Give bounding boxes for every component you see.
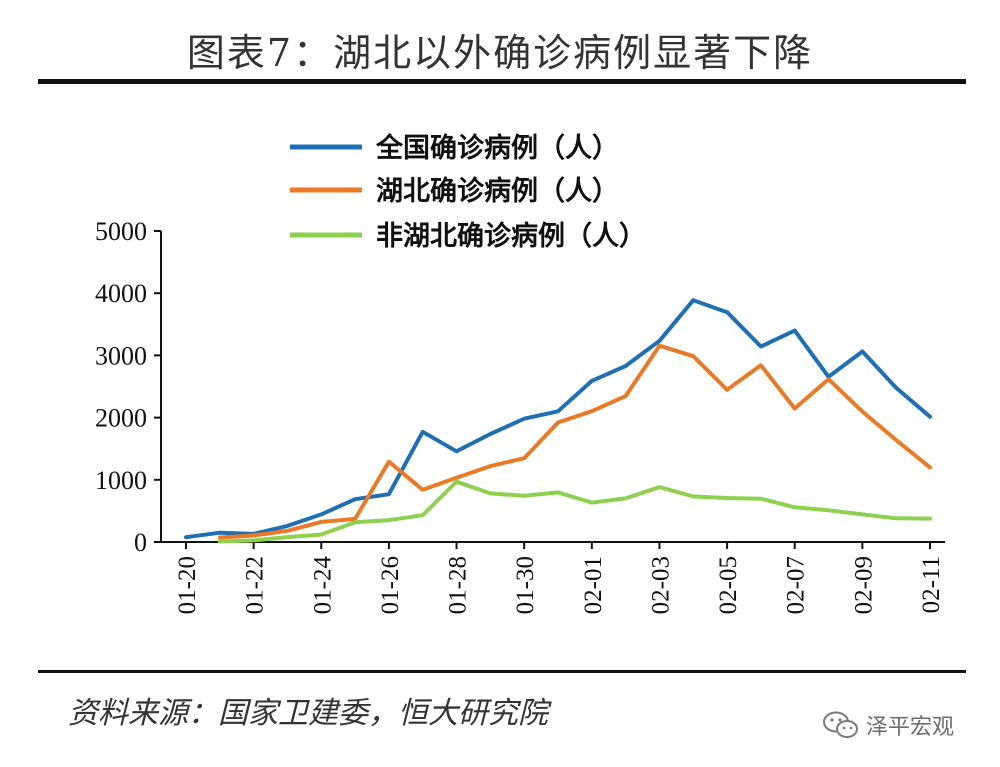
legend-label-3: 非湖北确诊病例（人）	[376, 220, 646, 252]
x-tick-label: 02-01	[580, 556, 607, 614]
series-line-2	[217, 343, 932, 540]
x-tick-label: 01-22	[242, 556, 269, 614]
x-tick-label: 01-20	[174, 556, 201, 614]
legend-label-1: 全国确诊病例（人）	[375, 132, 619, 164]
x-tick-label: 02-09	[850, 556, 877, 614]
top-rule	[38, 79, 966, 84]
chart-series	[184, 298, 932, 544]
x-tick-label: 01-26	[377, 556, 404, 614]
wechat-icon	[823, 711, 858, 738]
y-tick-label: 5000	[95, 217, 147, 246]
x-tick-label: 01-30	[512, 556, 539, 614]
y-tick-label: 0	[134, 528, 147, 557]
x-tick-label: 01-28	[445, 556, 472, 614]
x-tick-label: 02-07	[783, 556, 810, 614]
figure-title: 图表7：湖北以外确诊病例显著下降	[186, 31, 814, 75]
x-tick-label: 01-24	[309, 556, 336, 615]
chart-axes: 0 1000 2000 3000 4000 5000 01-20 01-22 01-24 01-2…	[95, 217, 945, 614]
x-tick-label: 02-05	[715, 556, 742, 614]
y-tick-label: 3000	[95, 341, 147, 370]
series-line-3	[217, 479, 932, 544]
watermark: 泽平宏观	[822, 705, 954, 745]
watermark-text: 泽平宏观	[866, 715, 955, 740]
legend-label-2: 湖北确诊病例（人）	[376, 175, 619, 207]
series-line-1	[184, 298, 932, 540]
y-tick-label: 2000	[95, 404, 147, 433]
y-tick-label: 1000	[95, 466, 147, 495]
bottom-rule	[38, 670, 966, 673]
x-tick-label: 02-11	[918, 556, 945, 613]
source-note: 资料来源：国家卫建委，恒大研究院	[68, 696, 548, 731]
chart-legend: 全国确诊病例（人） 湖北确诊病例（人） 非湖北确诊病例（人）	[290, 132, 646, 252]
y-tick-label: 4000	[95, 279, 147, 308]
x-tick-label: 02-03	[647, 556, 674, 614]
